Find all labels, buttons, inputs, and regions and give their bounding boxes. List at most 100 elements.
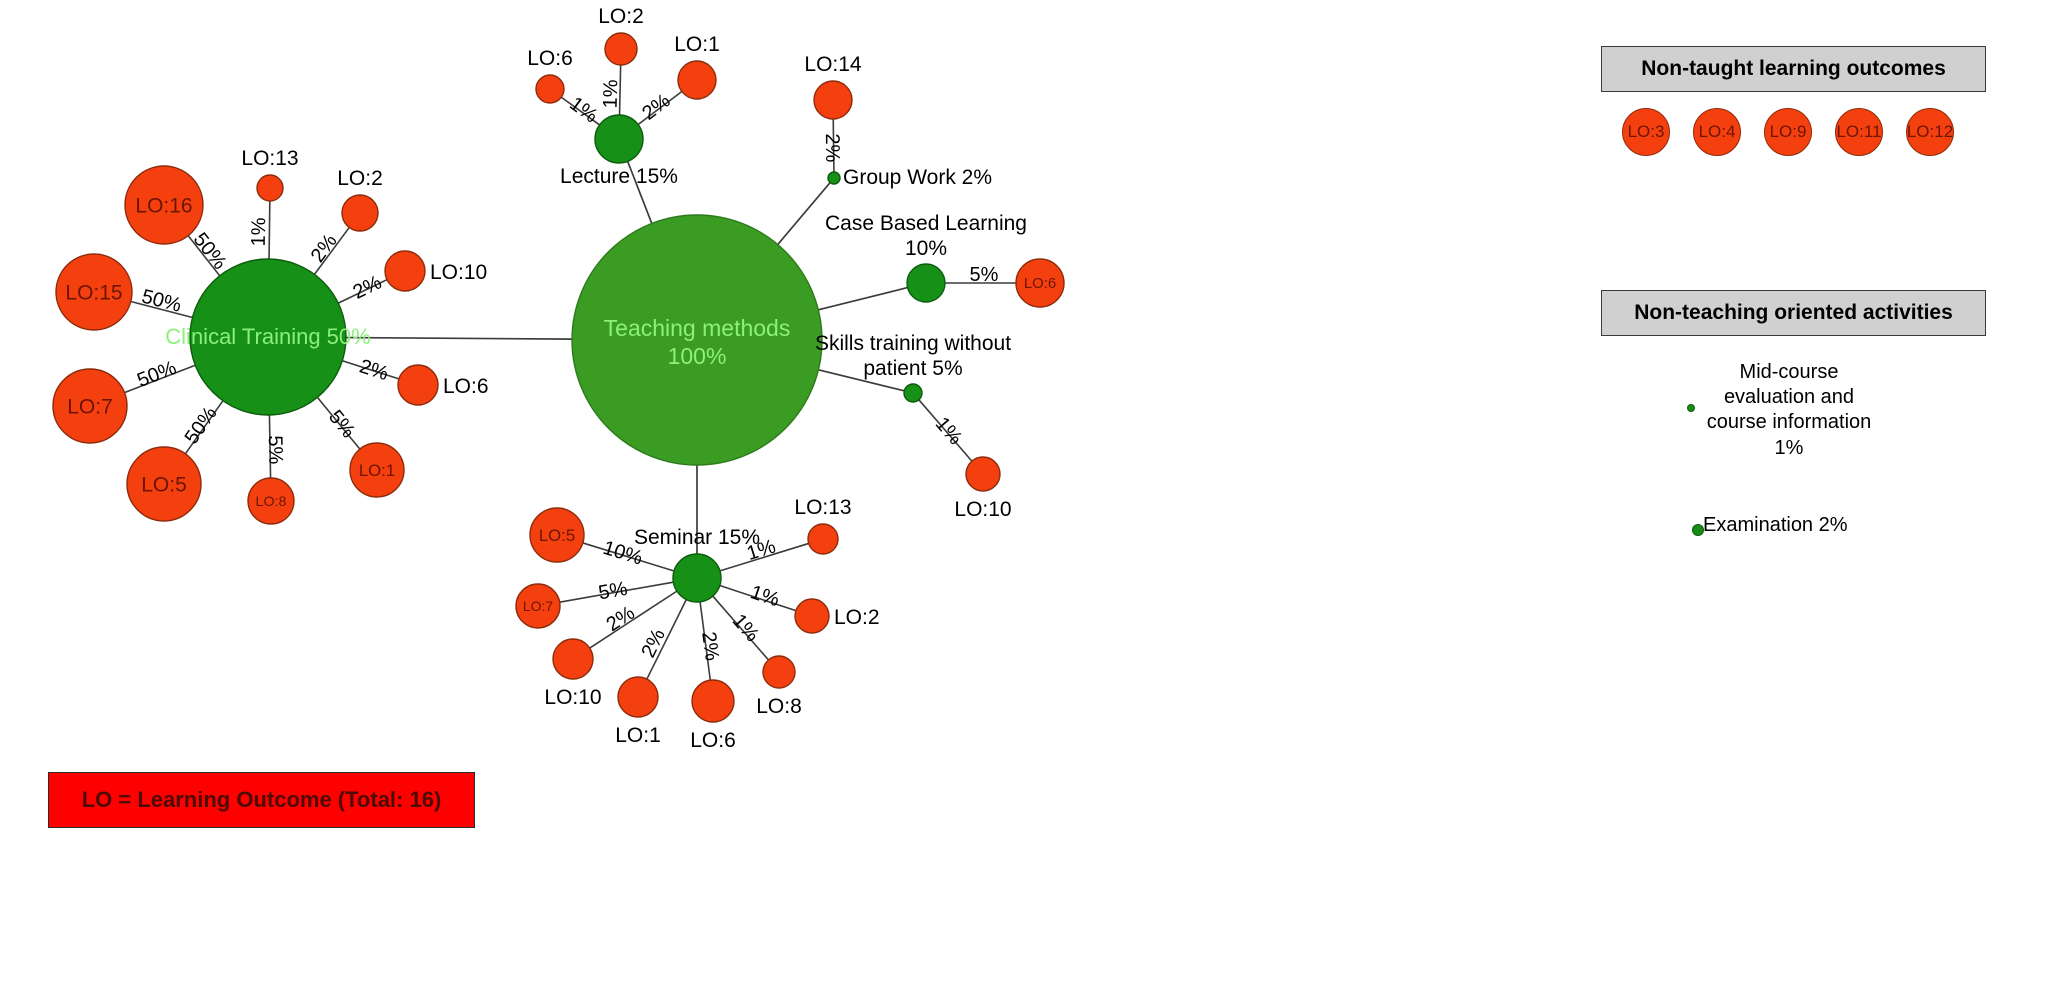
learning-outcome-node[interactable] <box>52 368 128 444</box>
edge-weight-label: 2% <box>307 230 342 266</box>
learning-outcome-label: LO:15 <box>65 281 122 304</box>
hub-node-teaching-methods[interactable] <box>571 214 823 466</box>
edge-clinical-training-leaf-7 <box>337 278 388 304</box>
learning-outcome-node[interactable] <box>535 74 565 104</box>
edge-clinical-training-leaf-9 <box>268 200 271 260</box>
learning-outcome-label: LO:14 <box>804 53 862 76</box>
non-taught-outcome-node[interactable]: LO:4 <box>1693 108 1741 156</box>
learning-outcome-node[interactable] <box>677 60 717 100</box>
edge-clinical-training-leaf-3 <box>184 400 224 455</box>
non-taught-outcome-node[interactable]: LO:11 <box>1835 108 1883 156</box>
learning-outcome-label: LO:10 <box>544 686 601 709</box>
edge-seminar-leaf-23 <box>719 542 809 572</box>
non-teaching-title: Non-teaching oriented activities <box>1634 301 1953 324</box>
learning-outcome-node[interactable] <box>397 364 439 406</box>
learning-outcome-label: LO:5 <box>141 473 187 496</box>
non-taught-outcome-node[interactable]: LO:9 <box>1764 108 1812 156</box>
learning-outcome-label: LO:1 <box>615 724 661 747</box>
non-taught-outcome-label: LO:12 <box>1906 122 1954 141</box>
teaching-method-label-group-work: Group Work 2% <box>843 166 992 189</box>
learning-outcome-node[interactable] <box>515 583 561 629</box>
edge-weight-label: 50% <box>181 403 222 449</box>
teaching-method-nodes <box>189 114 946 603</box>
edge-hub-skills-training <box>818 368 905 392</box>
learning-outcome-node[interactable] <box>341 194 379 232</box>
edge-seminar-leaf-18 <box>589 590 678 649</box>
edge-weight-label: 2% <box>357 355 391 385</box>
edge-weight-label: 50% <box>134 357 179 392</box>
learning-outcome-node[interactable] <box>247 477 295 525</box>
teaching-method-node-lecture[interactable] <box>594 114 644 164</box>
edge-seminar-leaf-17 <box>559 581 674 603</box>
learning-outcome-legend: LO = Learning Outcome (Total: 16) <box>48 772 475 828</box>
teaching-method-label-skills-training: Skills training without patient 5% <box>815 332 1011 380</box>
learning-outcome-node[interactable] <box>529 507 585 563</box>
teaching-method-label-lecture: Lecture 15% <box>560 165 678 188</box>
non-teaching-activity-label: Examination 2% <box>1703 514 1848 536</box>
edge-weight-label: 5% <box>264 435 287 465</box>
learning-outcome-node[interactable] <box>55 253 133 331</box>
non-taught-outcome-label: LO:9 <box>1769 122 1807 141</box>
learning-outcome-label: LO:2 <box>337 167 383 190</box>
learning-outcome-label: LO:16 <box>135 194 192 217</box>
learning-outcome-node[interactable] <box>1015 258 1065 308</box>
learning-outcome-node[interactable] <box>794 598 830 634</box>
non-taught-outcome-node[interactable]: LO:3 <box>1622 108 1670 156</box>
edge-weight-label: 50% <box>189 229 231 274</box>
teaching-method-node-group-work[interactable] <box>827 171 841 185</box>
activity-bullet-icon <box>1692 524 1704 536</box>
learning-outcome-node[interactable] <box>813 80 853 120</box>
learning-outcome-label: LO:13 <box>794 496 851 519</box>
learning-outcome-node[interactable] <box>384 250 426 292</box>
learning-outcome-label: LO:2 <box>834 606 880 629</box>
non-taught-outcome-node[interactable]: LO:12 <box>1906 108 1954 156</box>
learning-outcome-node[interactable] <box>349 442 405 498</box>
learning-outcome-node[interactable] <box>126 446 202 522</box>
learning-outcome-label: LO:2 <box>598 5 644 28</box>
non-taught-title: Non-taught learning outcomes <box>1641 57 1946 80</box>
node-labels: LO:16 LO:15 LO:7 LO:5 LO:8 LO:1 LO:6 LO:10 LO:2 L… <box>65 5 1056 752</box>
learning-outcome-label: LO:6 <box>690 729 736 752</box>
learning-outcome-label: LO:6 <box>527 47 573 70</box>
edge-weight-label: 2% <box>637 625 670 661</box>
edge-weight-label: 2% <box>821 133 843 162</box>
non-taught-outcome-label: LO:11 <box>1836 122 1882 141</box>
non-taught-outcome-label: LO:3 <box>1627 122 1665 141</box>
edge-lecture-leaf-12 <box>637 90 683 126</box>
learning-outcome-label: LO:13 <box>241 147 298 170</box>
teaching-method-node-skills-training[interactable] <box>903 383 923 403</box>
learning-outcome-label: LO:5 <box>539 526 575 545</box>
learning-outcome-node[interactable] <box>807 523 839 555</box>
learning-outcome-label: LO:7 <box>67 395 113 418</box>
hub-node: Teaching methods 100% <box>571 214 823 466</box>
teaching-method-label-clinical-training: Clinical Training 50% <box>165 324 370 349</box>
learning-outcome-node[interactable] <box>552 638 594 680</box>
edge-weight-label: 2% <box>697 630 723 662</box>
learning-outcome-label: LO:10 <box>954 498 1011 521</box>
learning-outcome-legend-text: LO = Learning Outcome (Total: 16) <box>81 787 442 812</box>
learning-outcome-node[interactable] <box>124 165 204 245</box>
non-taught-outcome-label: LO:4 <box>1698 122 1736 141</box>
teaching-method-node-seminar[interactable] <box>672 553 722 603</box>
learning-outcome-node[interactable] <box>965 456 1001 492</box>
learning-outcome-node[interactable] <box>604 32 638 66</box>
edge-weight-label: 1% <box>600 79 623 109</box>
learning-outcome-label: LO:6 <box>443 375 489 398</box>
teaching-method-node-clinical-training[interactable] <box>189 258 347 416</box>
edge-seminar-leaf-16 <box>582 542 675 572</box>
learning-outcome-label: LO:8 <box>256 494 287 510</box>
edge-weight-label: 5% <box>970 264 999 286</box>
edge-hub-lecture <box>626 161 653 224</box>
learning-outcome-node[interactable] <box>691 679 735 723</box>
edge-weight-label: 2% <box>603 602 639 636</box>
learning-outcome-node[interactable] <box>256 174 284 202</box>
edge-clinical-training-leaf-5 <box>316 396 361 450</box>
edge-weight-label: 1% <box>248 217 270 246</box>
edge-weight-label: 2% <box>350 271 386 303</box>
teaching-method-node-case-based-learning[interactable] <box>906 263 946 303</box>
learning-outcome-node[interactable] <box>762 655 796 689</box>
edge-clinical-training-leaf-2 <box>124 364 196 394</box>
learning-outcome-label: LO:8 <box>756 695 802 718</box>
learning-outcome-node[interactable] <box>617 676 659 718</box>
